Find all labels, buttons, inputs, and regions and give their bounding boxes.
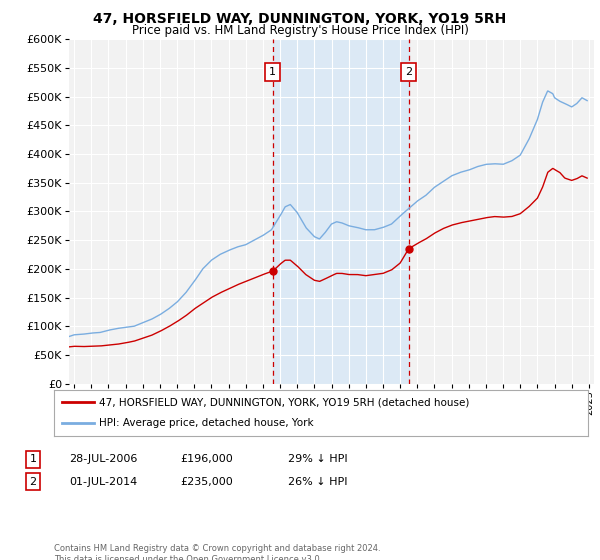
- Text: 2: 2: [405, 67, 412, 77]
- Text: Contains HM Land Registry data © Crown copyright and database right 2024.
This d: Contains HM Land Registry data © Crown c…: [54, 544, 380, 560]
- Text: 1: 1: [29, 454, 37, 464]
- Text: £235,000: £235,000: [180, 477, 233, 487]
- Text: 01-JUL-2014: 01-JUL-2014: [69, 477, 137, 487]
- Text: 28-JUL-2006: 28-JUL-2006: [69, 454, 137, 464]
- Text: 26% ↓ HPI: 26% ↓ HPI: [288, 477, 347, 487]
- Text: Price paid vs. HM Land Registry's House Price Index (HPI): Price paid vs. HM Land Registry's House …: [131, 24, 469, 37]
- Text: 47, HORSFIELD WAY, DUNNINGTON, YORK, YO19 5RH: 47, HORSFIELD WAY, DUNNINGTON, YORK, YO1…: [94, 12, 506, 26]
- Text: 1: 1: [269, 67, 277, 77]
- Text: HPI: Average price, detached house, York: HPI: Average price, detached house, York: [100, 418, 314, 428]
- Text: 47, HORSFIELD WAY, DUNNINGTON, YORK, YO19 5RH (detached house): 47, HORSFIELD WAY, DUNNINGTON, YORK, YO1…: [100, 397, 470, 407]
- Bar: [273, 39, 409, 384]
- Text: 2: 2: [29, 477, 37, 487]
- Text: £196,000: £196,000: [180, 454, 233, 464]
- Text: 29% ↓ HPI: 29% ↓ HPI: [288, 454, 347, 464]
